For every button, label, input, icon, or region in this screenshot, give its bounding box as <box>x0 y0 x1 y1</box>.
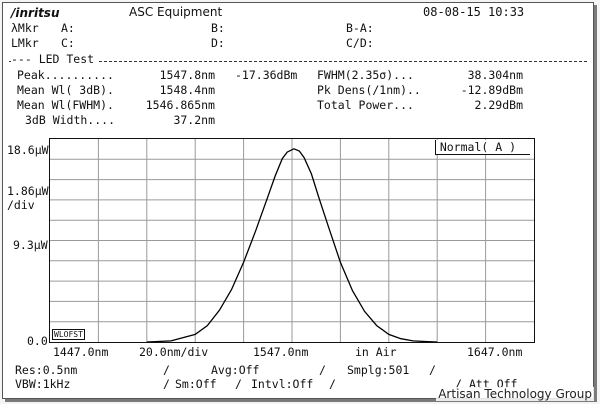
slash: / <box>429 363 436 377</box>
trace-mode-label: Normal( A ) <box>434 140 530 155</box>
vbw-setting: VBW:1kHz <box>15 377 71 391</box>
result-value: 1548.4nm <box>159 83 215 97</box>
watermark: Artisan Technology Group <box>436 387 594 401</box>
y-scale-label: 1.86μW <box>7 184 49 198</box>
datetime: 08-08-15 10:33 <box>423 5 525 19</box>
marker-d-label: D: <box>211 36 225 50</box>
sm-setting: Sm:Off <box>175 377 217 391</box>
result-label: Mean Wl( 3dB). <box>17 83 114 97</box>
brand-logo: /inritsu <box>11 6 60 20</box>
slash: / <box>329 377 336 391</box>
result-label-2: Pk Dens(/1nm).. <box>317 83 421 97</box>
test-title: --- LED Test <box>11 53 99 66</box>
marker-cd-label: C/D: <box>346 36 374 50</box>
x-start-label: 1447.0nm <box>53 345 109 359</box>
marker-ba-label: B-A: <box>346 21 374 35</box>
instrument-screen: /inritsu ASC Equipment 08-08-15 10:33 λM… <box>2 2 594 399</box>
level-marker-label: LMkr <box>11 36 39 50</box>
marker-tag: WLOFST <box>52 329 85 340</box>
x-div-label: 20.0nm/div <box>139 345 209 359</box>
result-value: 37.2nm <box>173 113 215 127</box>
section-divider <box>9 61 587 62</box>
result-value: 1547.8nm <box>159 68 215 82</box>
x-end-label: 1647.0nm <box>467 345 523 359</box>
y-scale-unit: /div <box>7 198 35 212</box>
slash: / <box>163 377 170 391</box>
result-label: 3dB Width.... <box>25 113 116 127</box>
y-zero-label: 0.0 <box>27 334 48 348</box>
result-label-2: FWHM(2.35σ)... <box>317 68 414 82</box>
slash: / <box>455 377 462 391</box>
x-center-label: 1547.0nm <box>253 345 309 359</box>
result-extra: -17.36dBm <box>235 68 298 82</box>
slash: / <box>163 363 170 377</box>
result-value-2: -12.89dBm <box>460 83 523 97</box>
res-setting: Res:0.5nm <box>15 363 78 377</box>
grid-lines <box>50 139 534 342</box>
marker-c-label: C: <box>61 36 75 50</box>
slash: / <box>235 377 242 391</box>
smplg-setting: Smplg:501 <box>347 363 410 377</box>
spectrum-plot[interactable]: Normal( A ) WLOFST <box>49 138 535 343</box>
slash: / <box>319 363 326 377</box>
result-label-2: Total Power... <box>317 98 414 112</box>
result-value: 1546.865nm <box>145 98 215 112</box>
result-value-2: 38.304nm <box>467 68 523 82</box>
spectrum-svg <box>50 139 534 343</box>
medium-label: in Air <box>355 345 397 359</box>
avg-setting: Avg:Off <box>211 363 260 377</box>
result-value-2: 2.29dBm <box>474 98 523 112</box>
marker-a-label: A: <box>61 21 75 35</box>
result-label: Peak.......... <box>17 68 114 82</box>
lambda-marker-label: λMkr <box>11 21 39 35</box>
y-top-label: 18.6μW <box>7 143 49 157</box>
y-mid-label: 9.3μW <box>13 238 48 252</box>
model-title: ASC Equipment <box>129 5 223 19</box>
result-label: Mean Wl(FWHM). <box>17 98 114 112</box>
intvl-setting: Intvl:Off <box>251 377 314 391</box>
marker-b-label: B: <box>211 21 225 35</box>
spectrum-trace <box>146 148 438 343</box>
